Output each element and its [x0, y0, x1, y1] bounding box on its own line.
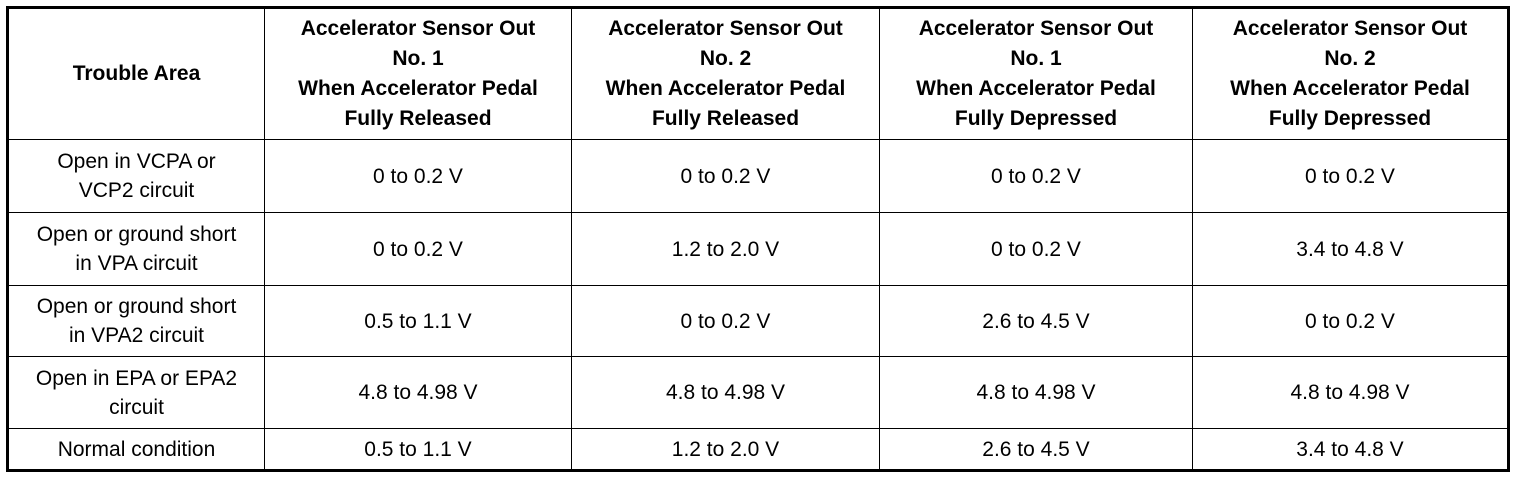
- cell-line: Fully Released: [651, 107, 800, 130]
- header-cell: Accelerator Sensor Out No. 1 When Accelera…: [879, 7, 1193, 140]
- row-label: Open or ground short in VPA circuit: [7, 212, 265, 286]
- cell-line: 2.6 to 4.5 V: [982, 309, 1090, 333]
- table: Trouble Area Accelerator Sensor Out No. 1 W…: [6, 6, 1510, 472]
- cell-line: Open in EPA or EPA2: [35, 366, 238, 390]
- row-label: Open in EPA or EPA2 circuit: [7, 356, 265, 429]
- row-label: Open or ground short in VPA2 circuit: [7, 285, 265, 357]
- cell-line: Accelerator Sensor Out: [1232, 17, 1468, 40]
- cell-line: 0 to 0.2 V: [680, 309, 771, 333]
- cell-line: in VPA2 circuit: [69, 324, 204, 347]
- cell-line: Fully Depressed: [1268, 107, 1432, 130]
- cell-line: 3.4 to 4.8 V: [1296, 437, 1404, 461]
- cell-line: 4.8 to 4.98 V: [1290, 381, 1410, 404]
- cell-line: When Accelerator Pedal: [1230, 77, 1470, 100]
- cell-line: Fully Released: [344, 107, 492, 130]
- cell-line: 0.5 to 1.1 V: [364, 437, 472, 461]
- value-cell: 0 to 0.2 V: [1192, 139, 1509, 213]
- cell-line: Open or ground short: [36, 295, 237, 318]
- value-cell: 0.5 to 1.1 V: [264, 285, 572, 357]
- value-cell: 1.2 to 2.0 V: [571, 212, 880, 286]
- cell-line: 4.8 to 4.98 V: [665, 381, 786, 404]
- value-cell: 0 to 0.2 V: [879, 212, 1193, 286]
- header-cell: Trouble Area: [7, 7, 265, 140]
- value-cell: 0 to 0.2 V: [571, 139, 880, 213]
- value-cell: 2.6 to 4.5 V: [879, 428, 1193, 471]
- value-cell: 0.5 to 1.1 V: [264, 428, 572, 471]
- value-cell: 0 to 0.2 V: [1192, 285, 1509, 357]
- cell-line: Accelerator Sensor Out: [608, 17, 843, 40]
- table-row: Open or ground short in VPA2 circuit 0.5 t…: [7, 285, 1509, 357]
- cell-line: VCP2 circuit: [78, 179, 195, 202]
- cell-line: Fully Depressed: [954, 107, 1118, 130]
- cell-line: 0 to 0.2 V: [991, 164, 1081, 188]
- value-cell: 3.4 to 4.8 V: [1192, 212, 1509, 286]
- cell-line: Trouble Area: [72, 62, 201, 85]
- cell-line: When Accelerator Pedal: [605, 77, 846, 100]
- cell-line: Open or ground short: [36, 223, 237, 246]
- row-label: Open in VCPA or VCP2 circuit: [7, 139, 265, 213]
- cell-line: 2.6 to 4.5 V: [982, 437, 1090, 461]
- cell-line: in VPA circuit: [75, 252, 198, 275]
- cell-line: No. 1: [392, 47, 444, 70]
- table-row: Normal condition 0.5 to 1.1 V 1.2 to 2.0 V…: [7, 428, 1509, 471]
- value-cell: 3.4 to 4.8 V: [1192, 428, 1509, 471]
- cell-line: When Accelerator Pedal: [916, 77, 1156, 100]
- cell-line: No. 2: [699, 47, 752, 70]
- cell-line: 0.5 to 1.1 V: [364, 309, 472, 333]
- value-cell: 4.8 to 4.98 V: [571, 356, 880, 429]
- cell-line: 1.2 to 2.0 V: [671, 237, 780, 261]
- cell-line: 1.2 to 2.0 V: [671, 437, 780, 461]
- cell-line: 0 to 0.2 V: [373, 237, 463, 261]
- value-cell: 4.8 to 4.98 V: [1192, 356, 1509, 429]
- cell-line: circuit: [109, 395, 164, 419]
- cell-line: No. 2: [1324, 47, 1376, 70]
- cell-line: 0 to 0.2 V: [991, 237, 1081, 261]
- cell-line: 4.8 to 4.98 V: [358, 381, 478, 404]
- cell-line: Accelerator Sensor Out: [300, 17, 536, 40]
- cell-line: 0 to 0.2 V: [373, 164, 463, 188]
- value-cell: 1.2 to 2.0 V: [571, 428, 880, 471]
- header-cell: Accelerator Sensor Out No. 2 When Accelera…: [571, 7, 880, 140]
- cell-line: Open in VCPA or: [57, 150, 216, 173]
- cell-line: 0 to 0.2 V: [1305, 164, 1395, 188]
- value-cell: 0 to 0.2 V: [879, 139, 1193, 213]
- value-cell: 4.8 to 4.98 V: [879, 356, 1193, 429]
- cell-line: No. 1: [1010, 47, 1062, 70]
- value-cell: 4.8 to 4.98 V: [264, 356, 572, 429]
- table-row: Open or ground short in VPA circuit 0 to 0…: [7, 212, 1509, 286]
- header-cell: Accelerator Sensor Out No. 2 When Accelera…: [1192, 7, 1509, 140]
- cell-line: 3.4 to 4.8 V: [1296, 237, 1404, 261]
- header-row: Trouble Area Accelerator Sensor Out No. 1 W…: [7, 7, 1509, 140]
- cell-line: 0 to 0.2 V: [680, 164, 771, 188]
- cell-line: 4.8 to 4.98 V: [976, 381, 1096, 404]
- cell-line: 0 to 0.2 V: [1305, 309, 1395, 333]
- value-cell: 0 to 0.2 V: [264, 212, 572, 286]
- header-cell: Accelerator Sensor Out No. 1 When Accelera…: [264, 7, 572, 140]
- value-cell: 2.6 to 4.5 V: [879, 285, 1193, 357]
- table-row: Open in EPA or EPA2 circuit 4.8 to 4.98 V 4…: [7, 356, 1509, 429]
- cell-line: Normal condition: [57, 437, 216, 461]
- value-cell: 0 to 0.2 V: [264, 139, 572, 213]
- row-label: Normal condition: [7, 428, 265, 471]
- cell-line: Accelerator Sensor Out: [918, 17, 1154, 40]
- table-row: Open in VCPA or VCP2 circuit 0 to 0.2 V 0 t…: [7, 139, 1509, 213]
- value-cell: 0 to 0.2 V: [571, 285, 880, 357]
- cell-line: When Accelerator Pedal: [298, 77, 538, 100]
